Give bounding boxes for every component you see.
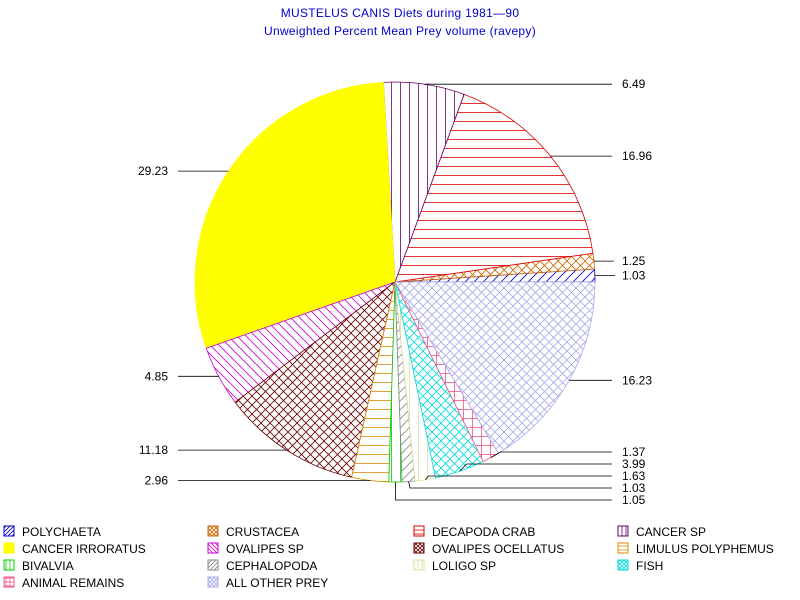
legend-label-limulus-polyphemus: LIMULUS POLYPHEMUS [636,542,774,556]
legend-swatch-polychaeta [3,525,15,537]
leader-line-cephalopoda [408,481,612,489]
data-label-all-other-prey: 16.23 [622,373,652,387]
legend-swatch-cancer-irroratus [3,542,15,554]
legend-label-cephalopoda: CEPHALOPODA [226,559,317,573]
data-label-bivalvia: 1.05 [622,493,646,507]
legend-label-cancer-irroratus: CANCER IRRORATUS [22,542,146,556]
legend-item-cephalopoda: CEPHALOPODA [207,559,317,573]
chart-title: MUSTELUS CANIS Diets during 1981—90 [280,6,520,20]
leader-line-loligo-sp [425,475,612,480]
data-label-cancer-sp: 6.49 [622,77,646,91]
legend-item-decapoda-crab: DECAPODA CRAB [413,525,535,539]
data-label-limulus-polyphemus: 2.96 [145,474,169,488]
data-label-fish: 3.99 [622,457,646,471]
chart-subtitle: Unweighted Percent Mean Prey volume (rav… [264,24,536,38]
data-label-cancer-irroratus: 29.23 [138,164,168,178]
legend-label-polychaeta: POLYCHAETA [22,525,101,539]
legend-swatch-decapoda-crab [413,525,425,537]
data-label-ovalipes-sp: 4.85 [145,369,169,383]
legend-item-limulus-polyphemus: LIMULUS POLYPHEMUS [617,542,774,556]
legend-item-animal-remains: ANIMAL REMAINS [3,576,124,590]
data-label-crustacea: 1.25 [622,254,646,268]
legend-label-ovalipes-sp: OVALIPES SP [226,542,304,556]
legend-label-animal-remains: ANIMAL REMAINS [22,576,124,590]
data-label-cephalopoda: 1.03 [622,481,646,495]
legend-label-cancer-sp: CANCER SP [636,525,706,539]
legend-item-ovalipes-ocellatus: OVALIPES OCELLATUS [413,542,564,556]
slice-ovalipes-ocellatus [234,281,396,478]
leader-line-fish [459,463,612,472]
data-label-loligo-sp: 1.63 [622,469,646,483]
legend-swatch-fish [617,559,629,571]
legend-swatch-animal-remains [3,576,15,588]
legend-label-ovalipes-ocellatus: OVALIPES OCELLATUS [432,542,564,556]
leader-line-bivalvia [395,482,612,501]
legend-label-all-other-prey: ALL OTHER PREY [226,576,328,590]
slice-all-other-prey [394,281,596,454]
legend-swatch-limulus-polyphemus [617,542,629,554]
legend-item-loligo-sp: LOLIGO SP [413,559,496,573]
legend-label-loligo-sp: LOLIGO SP [432,559,496,573]
legend-label-bivalvia: BIVALVIA [22,559,74,573]
legend-swatch-cephalopoda [207,559,219,571]
legend-item-fish: FISH [617,559,663,573]
legend-item-ovalipes-sp: OVALIPES SP [207,542,304,556]
legend-swatch-ovalipes-ocellatus [413,542,425,554]
legend-swatch-all-other-prey [207,576,219,588]
legend-item-cancer-sp: CANCER SP [617,525,706,539]
legend-item-crustacea: CRUSTACEA [207,525,299,539]
legend-swatch-ovalipes-sp [207,542,219,554]
legend-label-decapoda-crab: DECAPODA CRAB [432,525,535,539]
legend-swatch-cancer-sp [617,525,629,537]
slices-layer [194,81,596,483]
legend-swatch-bivalvia [3,559,15,571]
slice-decapoda-crab [394,93,594,283]
legend-item-polychaeta: POLYCHAETA [3,525,101,539]
slice-cancer-irroratus [194,81,396,349]
legend-item-bivalvia: BIVALVIA [3,559,74,573]
data-label-polychaeta: 1.03 [622,269,646,283]
legend-swatch-crustacea [207,525,219,537]
data-label-ovalipes-ocellatus: 11.18 [139,443,168,457]
data-label-decapoda-crab: 16.96 [622,149,652,163]
legend-item-all-other-prey: ALL OTHER PREY [207,576,328,590]
legend-label-fish: FISH [636,559,663,573]
legend-swatch-loligo-sp [413,559,425,571]
legend-item-cancer-irroratus: CANCER IRRORATUS [3,542,146,556]
data-label-animal-remains: 1.37 [622,445,646,459]
labels-layer: 6.4916.961.251.0316.231.373.991.631.031.… [138,77,652,507]
leader-line-animal-remains [490,451,612,458]
legend-label-crustacea: CRUSTACEA [226,525,299,539]
legend: POLYCHAETA CRUSTACEA DECAPODA CRAB CANCER S… [3,525,774,590]
